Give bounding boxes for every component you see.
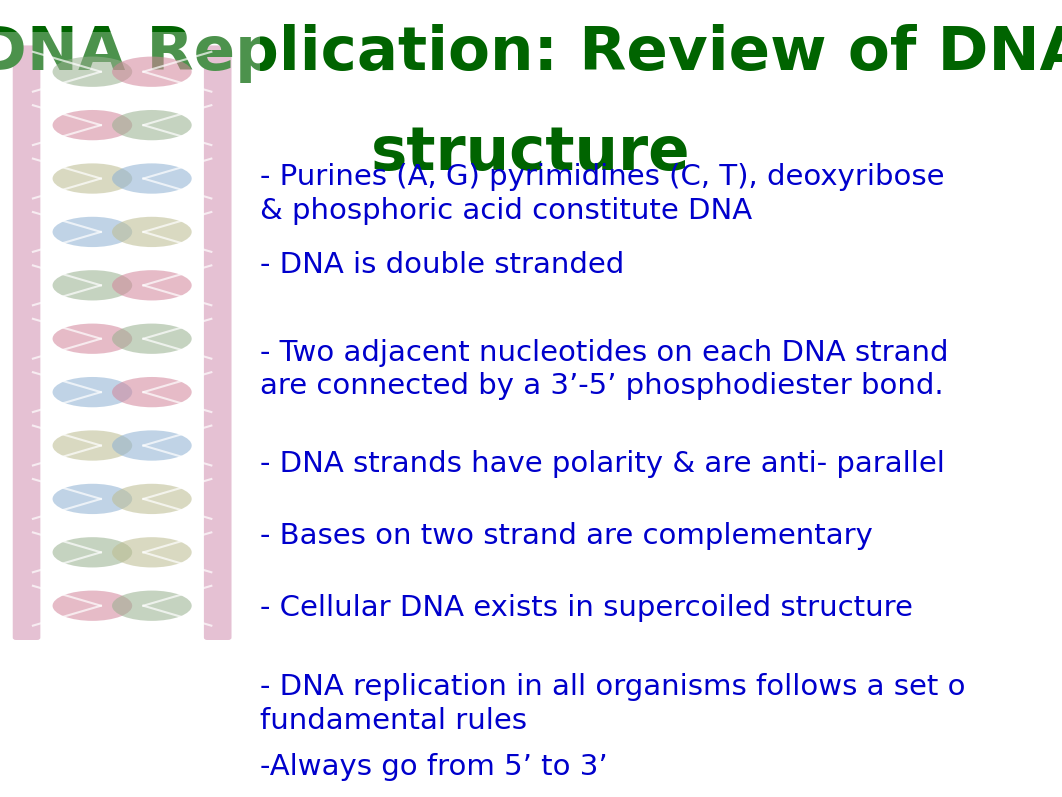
- Ellipse shape: [113, 591, 192, 621]
- Ellipse shape: [113, 217, 192, 247]
- Ellipse shape: [113, 163, 192, 194]
- Text: - Purines (A, G) pyrimidines (C, T), deoxyribose
& phosphoric acid constitute DN: - Purines (A, G) pyrimidines (C, T), deo…: [260, 163, 945, 225]
- Text: DNA Replication: Review of DNA: DNA Replication: Review of DNA: [0, 24, 1062, 83]
- Ellipse shape: [53, 537, 132, 567]
- Text: - Bases on two strand are complementary: - Bases on two strand are complementary: [260, 522, 873, 550]
- Ellipse shape: [53, 270, 132, 300]
- Ellipse shape: [53, 163, 132, 194]
- Ellipse shape: [53, 57, 132, 87]
- Ellipse shape: [53, 484, 132, 514]
- Text: - DNA strands have polarity & are anti- parallel: - DNA strands have polarity & are anti- …: [260, 450, 945, 478]
- Ellipse shape: [113, 270, 192, 300]
- FancyBboxPatch shape: [204, 45, 232, 640]
- Ellipse shape: [113, 324, 192, 354]
- Ellipse shape: [53, 110, 132, 140]
- Text: - Cellular DNA exists in supercoiled structure: - Cellular DNA exists in supercoiled str…: [260, 594, 913, 622]
- FancyBboxPatch shape: [0, 32, 260, 654]
- Ellipse shape: [113, 57, 192, 87]
- Text: - DNA is double stranded: - DNA is double stranded: [260, 251, 624, 279]
- FancyBboxPatch shape: [13, 45, 40, 640]
- Ellipse shape: [113, 110, 192, 140]
- Ellipse shape: [113, 537, 192, 567]
- Text: structure: structure: [372, 124, 690, 183]
- Text: - DNA replication in all organisms follows a set o
fundamental rules: - DNA replication in all organisms follo…: [260, 673, 965, 735]
- Ellipse shape: [113, 484, 192, 514]
- Ellipse shape: [53, 217, 132, 247]
- Ellipse shape: [53, 377, 132, 407]
- Text: -Always go from 5’ to 3’: -Always go from 5’ to 3’: [260, 753, 607, 781]
- Ellipse shape: [113, 430, 192, 461]
- Ellipse shape: [53, 430, 132, 461]
- Ellipse shape: [53, 591, 132, 621]
- Text: - Two adjacent nucleotides on each DNA strand
are connected by a 3’-5’ phosphodi: - Two adjacent nucleotides on each DNA s…: [260, 339, 948, 400]
- Ellipse shape: [53, 324, 132, 354]
- Ellipse shape: [113, 377, 192, 407]
